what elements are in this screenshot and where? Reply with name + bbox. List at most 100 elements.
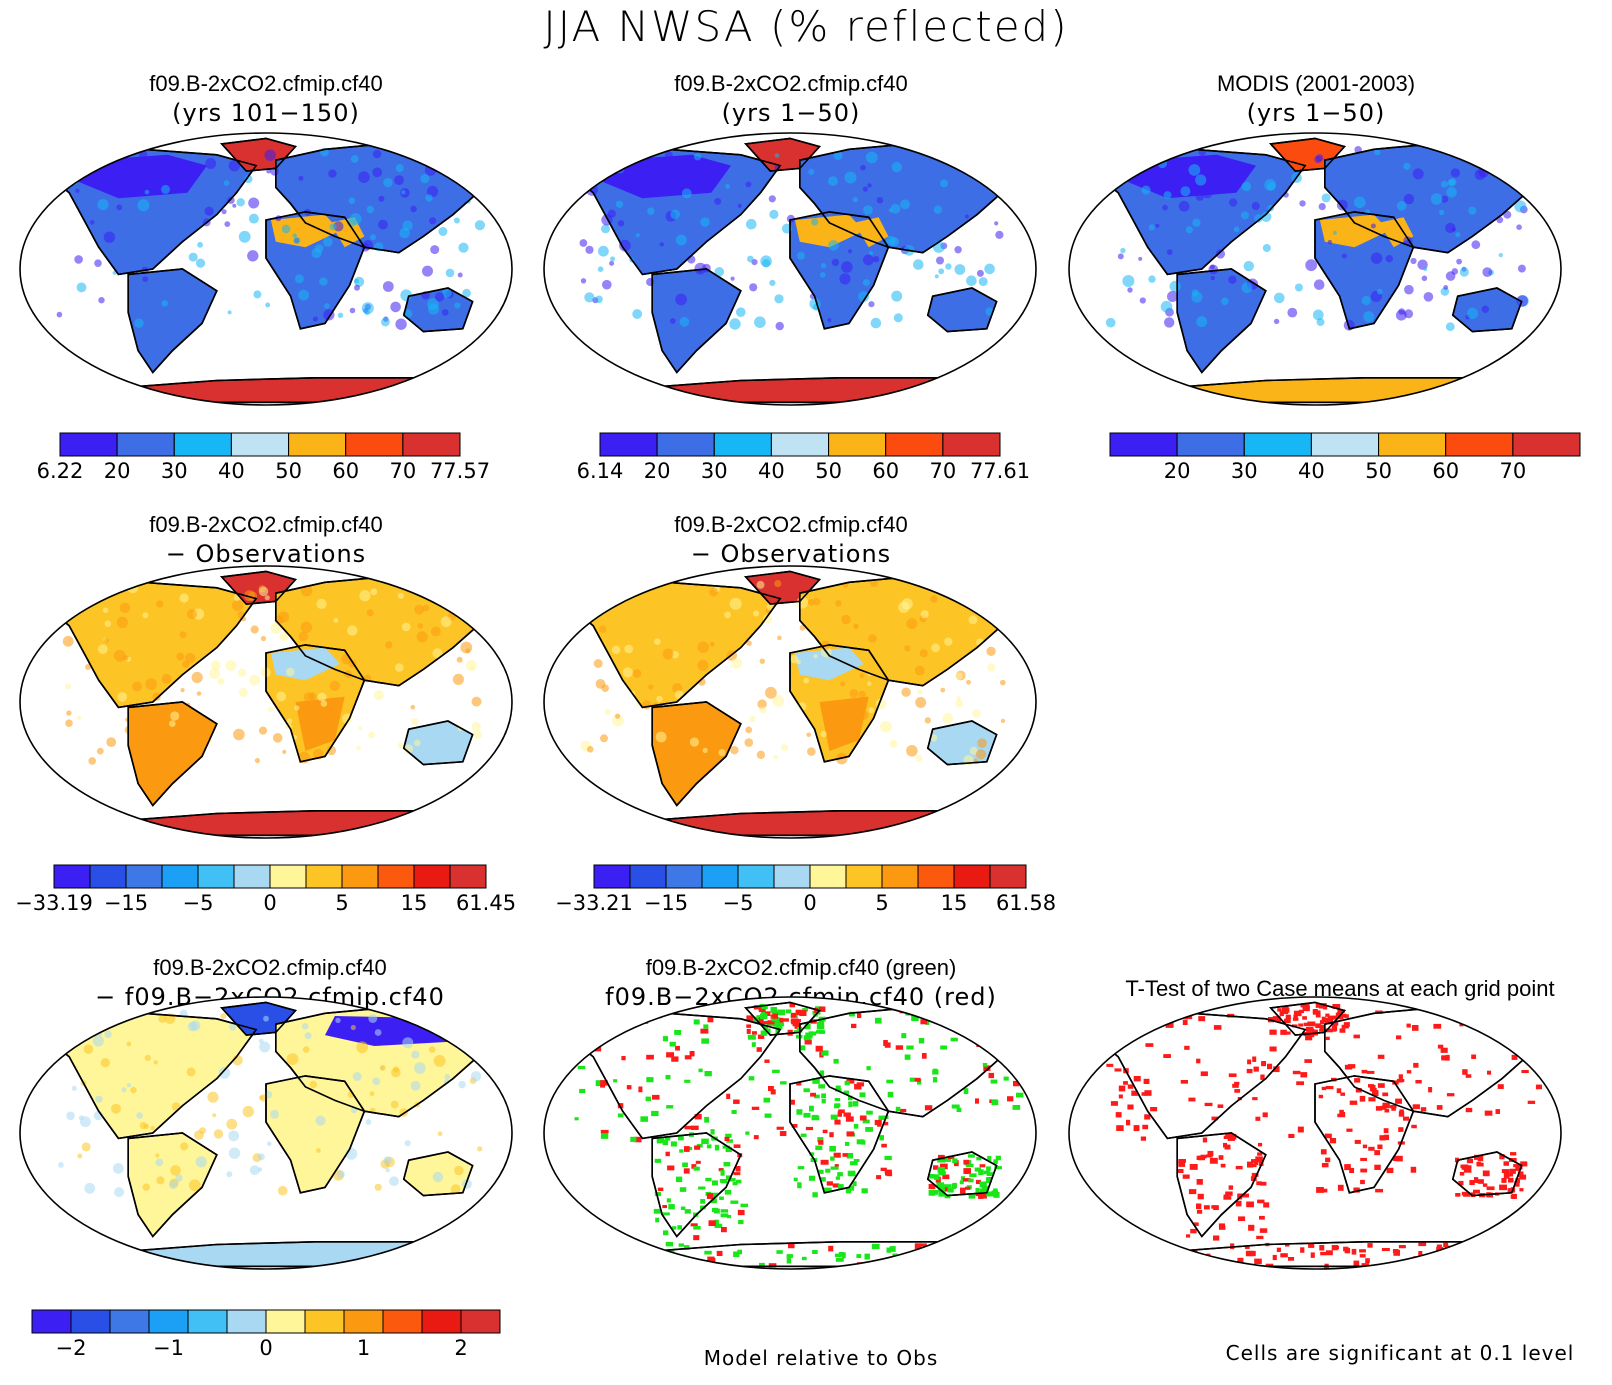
- colorbar-tick-label: 77.57: [430, 459, 490, 483]
- colorbar-swatch: [1243, 432, 1312, 457]
- colorbar-swatch: [382, 1309, 423, 1334]
- colorbar-swatch: [593, 864, 631, 889]
- colorbar-swatch: [197, 864, 235, 889]
- colorbar-swatch: [341, 864, 379, 889]
- colorbar-swatch: [460, 1309, 501, 1334]
- colorbar-swatch: [109, 1309, 150, 1334]
- colorbar-tick-label: 30: [1231, 459, 1258, 483]
- colorbar-tick-label: −15: [644, 891, 688, 915]
- colorbar-tick-label: 50: [815, 459, 842, 483]
- south_africa-region: [295, 696, 345, 751]
- colorbar-swatch: [881, 864, 919, 889]
- sahara-region: [270, 214, 340, 248]
- panel-title-line2: − Observations: [690, 540, 892, 568]
- texture-layer: [58, 1009, 483, 1198]
- colorbar: 20 30 40 50 60 70: [1109, 432, 1581, 483]
- colorbar-swatch: [89, 864, 127, 889]
- colorbar-swatch: [701, 864, 739, 889]
- sahara-region: [270, 1078, 340, 1112]
- map-border: [543, 132, 1037, 406]
- colorbar-tick-label: 70: [1500, 459, 1527, 483]
- colorbar-swatch: [713, 432, 772, 457]
- colorbar-swatch: [265, 1309, 306, 1334]
- colorbar-tick-label: 77.61: [970, 459, 1030, 483]
- colorbar-swatch: [989, 864, 1027, 889]
- colorbar-tick-label: 70: [930, 459, 957, 483]
- colorbar-tick-label: 20: [104, 459, 131, 483]
- colorbar-tick-label: 0: [263, 891, 276, 915]
- colorbar-tick-label: 0: [259, 1336, 272, 1360]
- colorbar-tick-label: 50: [275, 459, 302, 483]
- colorbar-swatch: [1378, 432, 1447, 457]
- colorbar-tick-label: 30: [701, 459, 728, 483]
- colorbar-swatch: [70, 1309, 111, 1334]
- colorbar-swatch: [345, 432, 404, 457]
- panel-title-line2: (yrs 1−50): [721, 99, 861, 127]
- colorbar-tick-label: 60: [872, 459, 899, 483]
- colorbar-tick-label: 30: [161, 459, 188, 483]
- colorbar-swatch: [942, 432, 1001, 457]
- colorbar-swatch: [809, 864, 847, 889]
- map-panel-case1-abs: [19, 132, 513, 406]
- colorbar-swatch: [917, 864, 955, 889]
- map-border: [1068, 132, 1562, 406]
- colorbar-swatch: [402, 432, 461, 457]
- south_america-region: [143, 718, 198, 768]
- colorbar-swatch: [1445, 432, 1514, 457]
- colorbar-tick-label: −5: [183, 891, 214, 915]
- colorbar-tick-label: −5: [723, 891, 754, 915]
- colorbar-swatch: [1109, 432, 1178, 457]
- colorbar-tick-label: 20: [644, 459, 671, 483]
- panel-title-line1: f09.B-2xCO2.cfmip.cf40: [149, 512, 383, 537]
- colorbar-tick-label: 50: [1365, 459, 1392, 483]
- colorbar-swatch: [59, 432, 118, 457]
- colorbar-tick-label: 6.14: [577, 459, 624, 483]
- colorbar-tick-label: 70: [390, 459, 417, 483]
- colorbar-swatch: [421, 1309, 462, 1334]
- colorbar-swatch: [599, 432, 658, 457]
- colorbar-tick-label: −1: [153, 1336, 184, 1360]
- map-border: [19, 132, 513, 406]
- colorbar-swatch: [230, 432, 289, 457]
- panel-title-model-relative: f09.B-2xCO2.cfmip.cf40 (green) f09.B−2xC…: [541, 954, 1061, 1012]
- colorbar-swatch: [845, 864, 883, 889]
- colorbar-swatch: [148, 1309, 189, 1334]
- colorbar-swatch: [269, 864, 307, 889]
- map-border: [19, 996, 513, 1270]
- colorbar-swatch: [187, 1309, 228, 1334]
- map-panel-case2-minus-obs: [543, 565, 1037, 839]
- colorbar-tick-label: 20: [1164, 459, 1191, 483]
- colorbar-swatch: [53, 864, 91, 889]
- south_africa-region: [819, 696, 869, 751]
- panel-title-line1: f09.B-2xCO2.cfmip.cf40: [153, 955, 387, 980]
- panel-title-line1: MODIS (2001-2003): [1216, 71, 1416, 96]
- texture-layer: [580, 577, 1006, 766]
- footnote-model-relative: Model relative to Obs: [703, 1346, 939, 1370]
- colorbar-swatch: [116, 432, 175, 457]
- colorbar-tick-label: 6.22: [37, 459, 84, 483]
- map-panel-t-test: [1068, 996, 1562, 1270]
- panel-title-line1: f09.B-2xCO2.cfmip.cf40: [674, 71, 908, 96]
- colorbar-tick-label: 1: [357, 1336, 370, 1360]
- map-panel-case1-minus-case2: [19, 996, 513, 1270]
- colorbar-tick-label: −33.21: [555, 891, 633, 915]
- map-border: [1068, 996, 1562, 1270]
- colorbar-tick-label: 15: [941, 891, 968, 915]
- colorbar-tick-label: 61.45: [456, 891, 516, 915]
- colorbar-swatch: [343, 1309, 384, 1334]
- colorbar-swatch: [885, 432, 944, 457]
- panel-title-line1: f09.B-2xCO2.cfmip.cf40 (green): [645, 955, 957, 980]
- colorbar: −2 −1 0 1 2: [31, 1309, 501, 1360]
- colorbar-tick-label: 5: [875, 891, 888, 915]
- texture-layer: [58, 578, 482, 765]
- colorbar-tick-label: 61.58: [996, 891, 1056, 915]
- map-border: [543, 565, 1037, 839]
- colorbar-tick-label: 40: [1298, 459, 1325, 483]
- colorbar-swatch: [770, 432, 830, 457]
- relative-markers: [574, 1003, 1024, 1269]
- colorbar-tick-label: 60: [1432, 459, 1459, 483]
- colorbar-swatch: [305, 864, 343, 889]
- colorbar-swatch: [173, 432, 232, 457]
- panel-title-obs-abs: MODIS (2001-2003) (yrs 1−50): [1086, 70, 1546, 128]
